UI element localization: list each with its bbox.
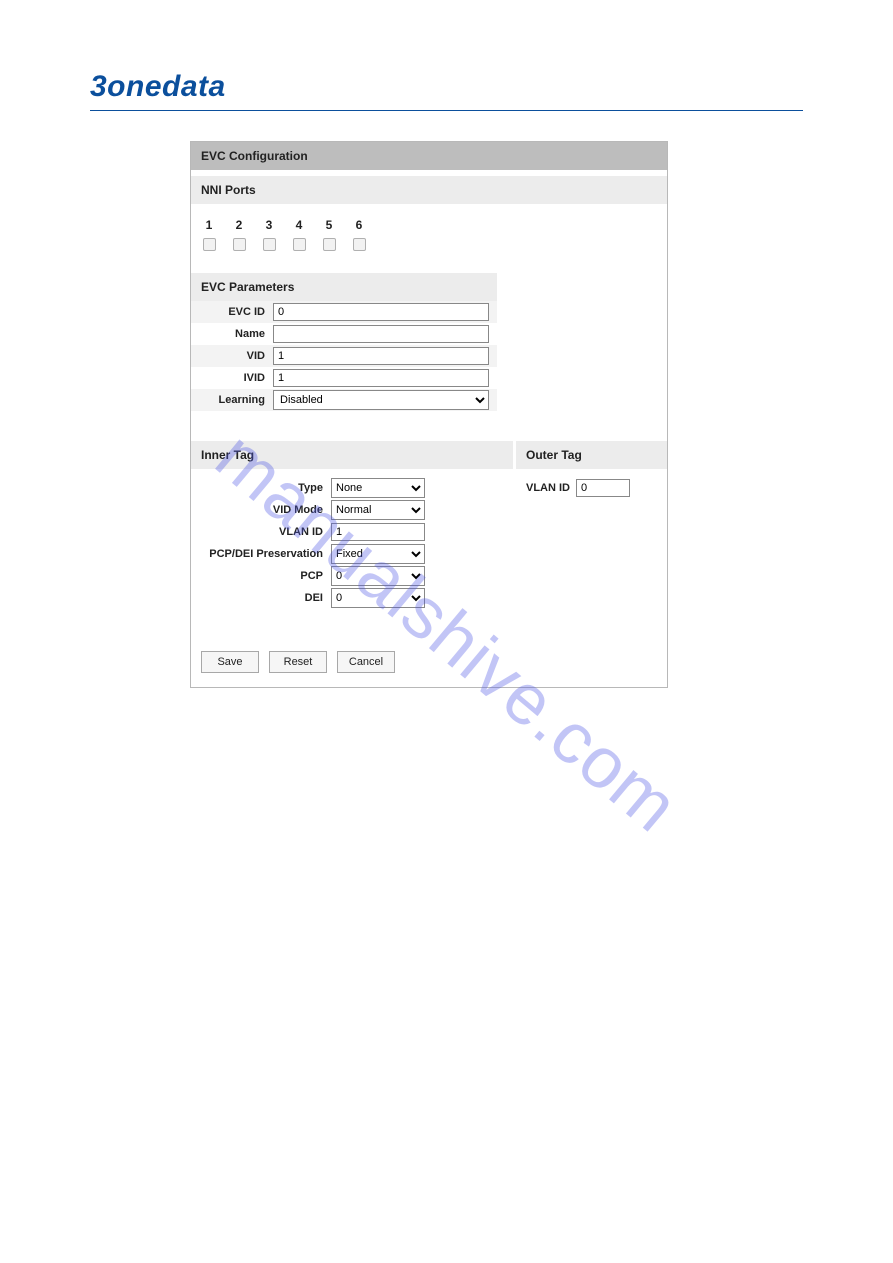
port-label: 6 [356, 218, 363, 232]
pcp-dei-preservation-label: PCP/DEI Preservation [199, 548, 331, 560]
port-checkbox-6[interactable] [353, 238, 366, 251]
port-label: 2 [236, 218, 243, 232]
inner-tag-body: Type None VID Mode Normal VLAN ID PCP/DE… [191, 469, 513, 621]
inner-type-label: Type [199, 482, 331, 494]
learning-select[interactable]: Disabled [273, 390, 489, 410]
outer-tag-header: Outer Tag [513, 441, 667, 469]
inner-vlan-id-label: VLAN ID [199, 526, 331, 538]
port-checkbox-5[interactable] [323, 238, 336, 251]
inner-type-select[interactable]: None [331, 478, 425, 498]
outer-tag-body: VLAN ID [513, 469, 667, 621]
port-label: 1 [206, 218, 213, 232]
dei-label: DEI [199, 592, 331, 604]
vid-label: VID [199, 350, 273, 362]
inner-vlan-id-input[interactable] [331, 523, 425, 541]
nni-ports-row: 1 2 3 4 5 6 [191, 204, 667, 273]
pcp-dei-preservation-select[interactable]: Fixed [331, 544, 425, 564]
panel-title: EVC Configuration [191, 142, 667, 170]
brand-logo: 3onedata [90, 70, 803, 111]
name-label: Name [199, 328, 273, 340]
outer-vlan-id-input[interactable] [576, 479, 630, 497]
ivid-input[interactable] [273, 369, 489, 387]
outer-vlan-id-label: VLAN ID [522, 482, 576, 494]
learning-label: Learning [199, 394, 273, 406]
inner-vid-mode-select[interactable]: Normal [331, 500, 425, 520]
port-checkbox-4[interactable] [293, 238, 306, 251]
port-label: 4 [296, 218, 303, 232]
inner-vid-mode-label: VID Mode [199, 504, 331, 516]
port-checkbox-2[interactable] [233, 238, 246, 251]
pcp-select[interactable]: 0 [331, 566, 425, 586]
dei-select[interactable]: 0 [331, 588, 425, 608]
save-button[interactable]: Save [201, 651, 259, 673]
port-label: 3 [266, 218, 273, 232]
ivid-label: IVID [199, 372, 273, 384]
inner-tag-header: Inner Tag [191, 441, 513, 469]
port-checkbox-3[interactable] [263, 238, 276, 251]
evc-parameters-header: EVC Parameters [191, 273, 497, 301]
pcp-label: PCP [199, 570, 331, 582]
evc-id-input[interactable] [273, 303, 489, 321]
evc-id-label: EVC ID [199, 306, 273, 318]
vid-input[interactable] [273, 347, 489, 365]
reset-button[interactable]: Reset [269, 651, 327, 673]
port-checkbox-1[interactable] [203, 238, 216, 251]
evc-configuration-panel: EVC Configuration NNI Ports 1 2 3 4 5 [190, 141, 668, 688]
cancel-button[interactable]: Cancel [337, 651, 395, 673]
port-label: 5 [326, 218, 333, 232]
nni-ports-header: NNI Ports [191, 176, 667, 204]
name-input[interactable] [273, 325, 489, 343]
